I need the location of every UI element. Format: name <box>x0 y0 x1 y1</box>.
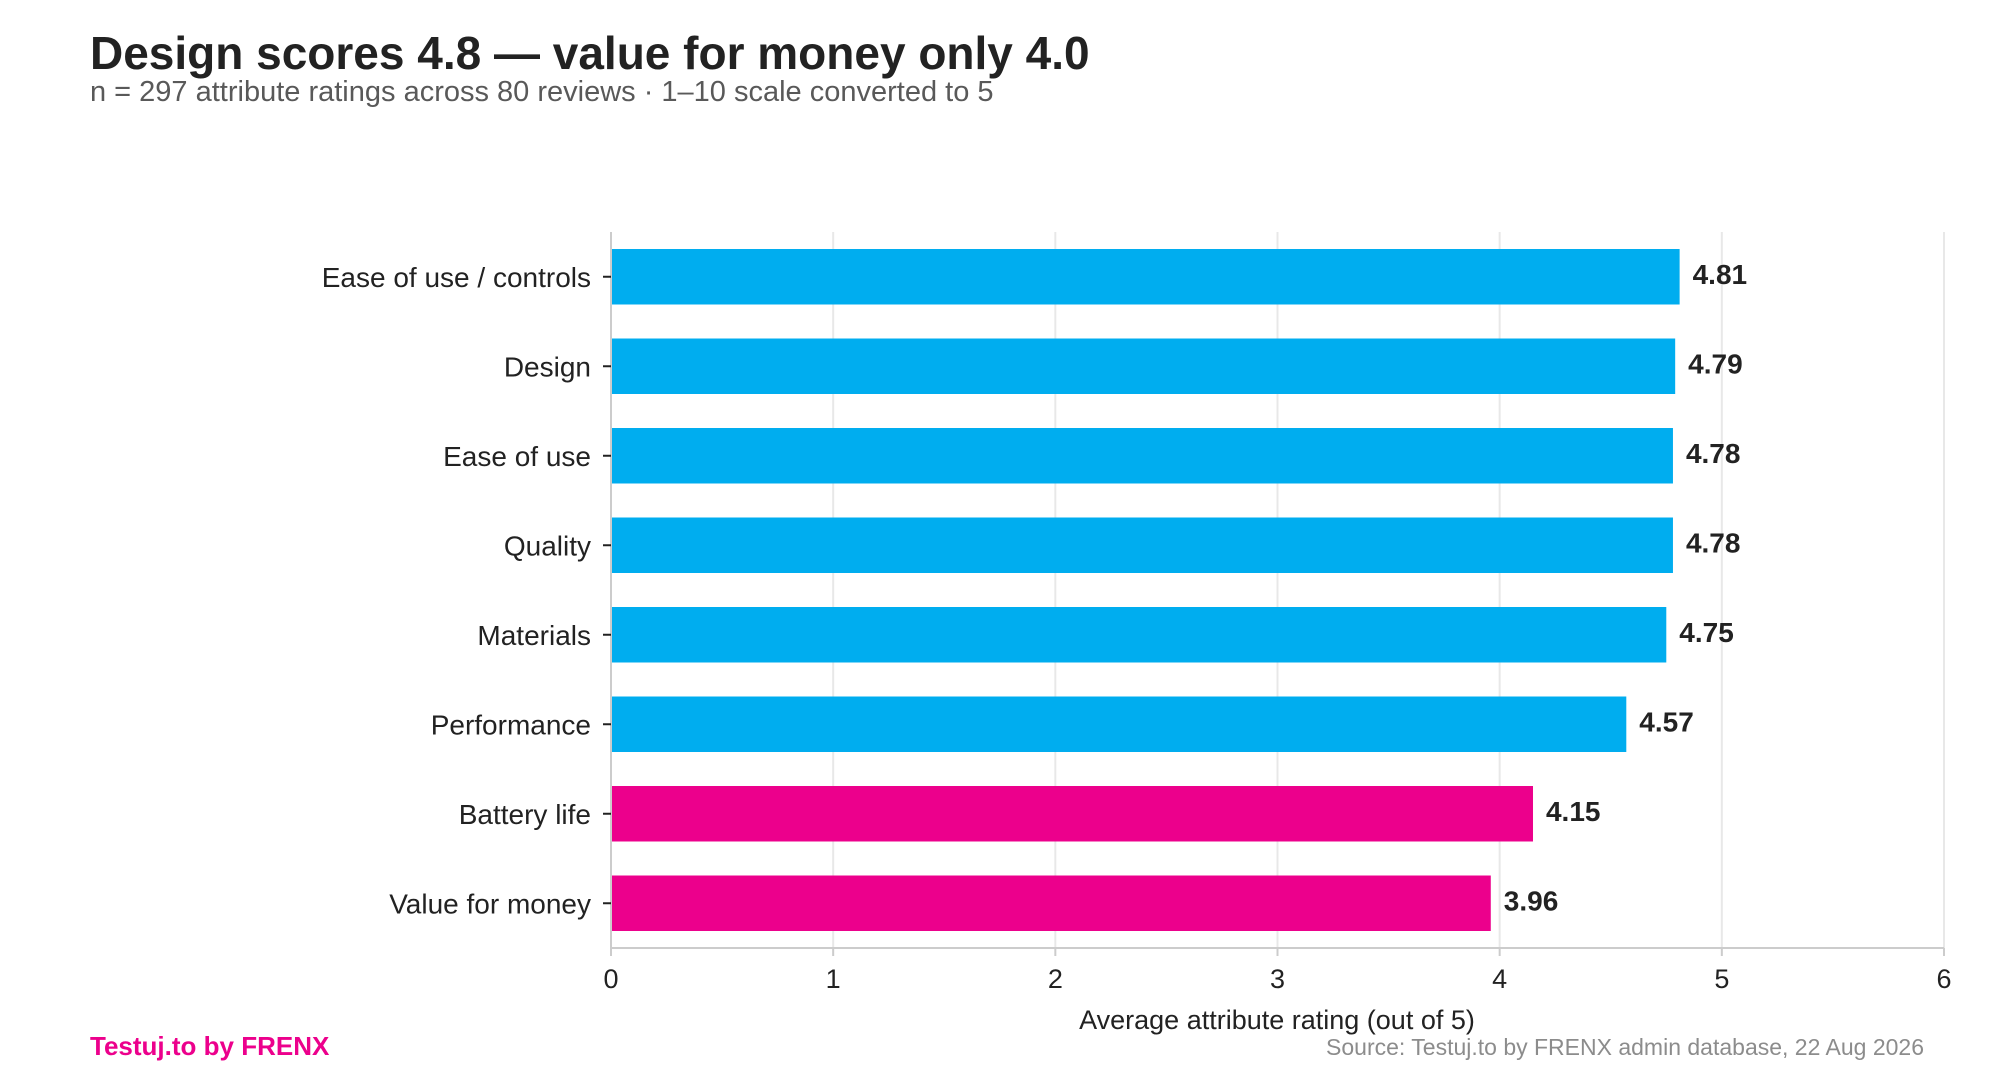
x-tick-label: 6 <box>1936 964 1951 994</box>
value-label: 4.79 <box>1688 348 1743 379</box>
chart-subtitle: n = 297 attribute ratings across 80 revi… <box>90 76 994 108</box>
chart-title: Design scores 4.8 — value for money only… <box>90 27 1090 79</box>
value-label: 4.78 <box>1686 527 1741 558</box>
bar <box>612 338 1676 394</box>
x-tick-label: 5 <box>1714 964 1729 994</box>
category-label: Value for money <box>389 888 591 919</box>
category-label: Battery life <box>459 799 591 830</box>
brand-label: Testuj.to by FRENX <box>90 1031 330 1061</box>
source-note: Source: Testuj.to by FRENX admin databas… <box>1326 1034 1924 1060</box>
bar <box>612 428 1673 484</box>
x-tick-label: 3 <box>1270 964 1285 994</box>
value-label: 4.78 <box>1686 438 1741 469</box>
value-label: 4.75 <box>1679 617 1734 648</box>
category-label: Materials <box>477 620 591 651</box>
x-tick-label: 1 <box>826 964 841 994</box>
category-label: Quality <box>504 530 591 561</box>
x-tick-label: 2 <box>1048 964 1063 994</box>
bar <box>612 517 1673 573</box>
bar <box>612 696 1627 752</box>
axes: 0 1 2 3 4 5 6 <box>603 232 1952 994</box>
value-label: 4.81 <box>1693 259 1748 290</box>
value-label: 4.57 <box>1639 706 1694 737</box>
x-tick-label: 0 <box>603 964 618 994</box>
category-label: Performance <box>431 709 591 740</box>
value-label: 4.15 <box>1546 796 1601 827</box>
bar <box>612 786 1533 842</box>
bar <box>612 249 1680 305</box>
x-tick-label: 4 <box>1492 964 1507 994</box>
category-label: Design <box>504 351 591 382</box>
category-label: Ease of use / controls <box>322 262 591 293</box>
value-label: 3.96 <box>1504 885 1559 916</box>
x-axis-label: Average attribute rating (out of 5) <box>1079 1005 1475 1035</box>
bar <box>612 607 1667 663</box>
labels: Ease of use / controls 4.81 Design 4.79 Ease… <box>322 259 1747 920</box>
bar <box>612 875 1491 931</box>
bars <box>612 249 1680 931</box>
category-label: Ease of use <box>443 441 591 472</box>
